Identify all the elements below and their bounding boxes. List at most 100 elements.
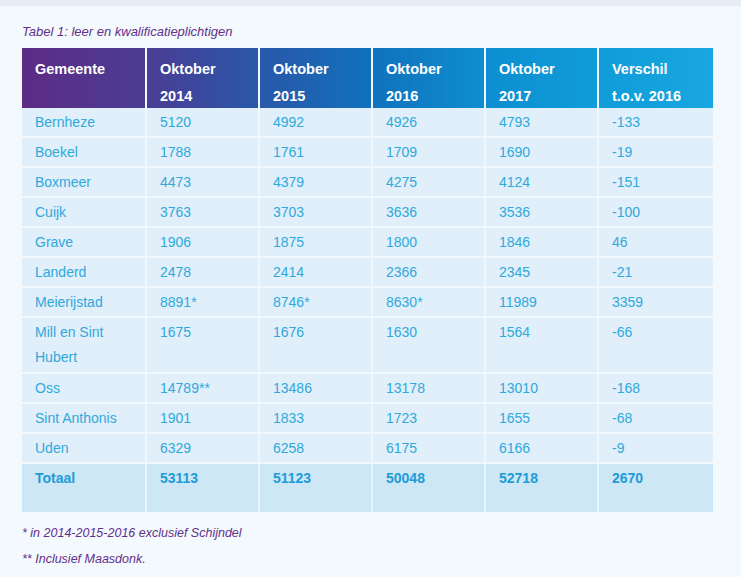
value-cell: 1761 xyxy=(258,138,371,166)
value-cell: 4793 xyxy=(484,108,597,136)
value-cell: 2414 xyxy=(258,258,371,286)
value-cell: -66 xyxy=(597,318,713,372)
value-cell: -133 xyxy=(597,108,713,136)
value-cell: 4926 xyxy=(371,108,484,136)
value-cell: -21 xyxy=(597,258,713,286)
column-header-oktober-2017: Oktober 2017 xyxy=(484,48,597,108)
value-cell: 4124 xyxy=(484,168,597,196)
page: Tabel 1: leer en kwalificatieplichtigen … xyxy=(0,0,741,566)
value-cell: 4473 xyxy=(145,168,258,196)
top-strip xyxy=(0,0,741,6)
header-line: 2014 xyxy=(160,83,258,110)
table-row-cuijk: Cuijk 3763 3703 3636 3536 -100 xyxy=(22,198,713,228)
value-cell: 1833 xyxy=(258,404,371,432)
table-header-row: Gemeente Oktober 2014 Oktober 2015 Oktob… xyxy=(22,48,713,108)
value-cell: 1875 xyxy=(258,228,371,256)
value-cell: 4275 xyxy=(371,168,484,196)
value-cell: 14789** xyxy=(145,374,258,402)
header-line: Verschil xyxy=(612,56,713,83)
value-cell: 1564 xyxy=(484,318,597,372)
value-cell: 13486 xyxy=(258,374,371,402)
value-cell: 1630 xyxy=(371,318,484,372)
value-cell: 3536 xyxy=(484,198,597,226)
value-cell: 6166 xyxy=(484,434,597,462)
value-cell: -151 xyxy=(597,168,713,196)
header-line: t.o.v. 2016 xyxy=(612,83,713,110)
value-cell: -68 xyxy=(597,404,713,432)
value-cell: 2478 xyxy=(145,258,258,286)
gemeente-cell: Cuijk xyxy=(22,198,145,226)
table-row-oss: Oss 14789** 13486 13178 13010 -168 xyxy=(22,374,713,404)
footnote-maasdonk: ** Inclusief Maasdonk. xyxy=(22,552,741,566)
header-line: Oktober xyxy=(160,56,258,83)
value-cell: 1675 xyxy=(145,318,258,372)
value-cell: 4992 xyxy=(258,108,371,136)
data-table: Gemeente Oktober 2014 Oktober 2015 Oktob… xyxy=(22,48,713,512)
value-cell: 1709 xyxy=(371,138,484,166)
value-cell: 51123 xyxy=(258,464,371,512)
gemeente-cell: Grave xyxy=(22,228,145,256)
value-cell: 1723 xyxy=(371,404,484,432)
gemeente-cell: Boekel xyxy=(22,138,145,166)
value-cell: 13010 xyxy=(484,374,597,402)
value-cell: 3703 xyxy=(258,198,371,226)
footnote-schijndel: * in 2014-2015-2016 exclusief Schijndel xyxy=(22,526,741,540)
table-row-uden: Uden 6329 6258 6175 6166 -9 xyxy=(22,434,713,464)
table-row-boxmeer: Boxmeer 4473 4379 4275 4124 -151 xyxy=(22,168,713,198)
gemeente-cell: Landerd xyxy=(22,258,145,286)
value-cell: 11989 xyxy=(484,288,597,316)
value-cell: 8746* xyxy=(258,288,371,316)
value-cell: 3763 xyxy=(145,198,258,226)
header-line: 2017 xyxy=(499,83,597,110)
value-cell: 6329 xyxy=(145,434,258,462)
value-cell: 1846 xyxy=(484,228,597,256)
value-cell: -100 xyxy=(597,198,713,226)
value-cell: 50048 xyxy=(371,464,484,512)
value-cell: 3359 xyxy=(597,288,713,316)
table-row-bernheze: Bernheze 5120 4992 4926 4793 -133 xyxy=(22,108,713,138)
gemeente-cell: Boxmeer xyxy=(22,168,145,196)
header-line: Oktober xyxy=(273,56,371,83)
value-cell: 6175 xyxy=(371,434,484,462)
table-row-mill-en-sint-hubert: Mill en Sint Hubert 1675 1676 1630 1564 … xyxy=(22,318,713,374)
table-caption: Tabel 1: leer en kwalificatieplichtigen xyxy=(22,24,741,39)
value-cell: -9 xyxy=(597,434,713,462)
header-line: 2016 xyxy=(386,83,484,110)
value-cell: 4379 xyxy=(258,168,371,196)
header-line: Oktober xyxy=(386,56,484,83)
gemeente-cell: Oss xyxy=(22,374,145,402)
table-row-sint-anthonis: Sint Anthonis 1901 1833 1723 1655 -68 xyxy=(22,404,713,434)
column-header-oktober-2014: Oktober 2014 xyxy=(145,48,258,108)
value-cell: 1906 xyxy=(145,228,258,256)
gemeente-cell: Bernheze xyxy=(22,108,145,136)
value-cell: 8891* xyxy=(145,288,258,316)
value-cell: 2366 xyxy=(371,258,484,286)
gemeente-cell: Sint Anthonis xyxy=(22,404,145,432)
table-row-landerd: Landerd 2478 2414 2366 2345 -21 xyxy=(22,258,713,288)
value-cell: 2670 xyxy=(597,464,713,512)
column-header-oktober-2015: Oktober 2015 xyxy=(258,48,371,108)
value-cell: 1788 xyxy=(145,138,258,166)
value-cell: 46 xyxy=(597,228,713,256)
value-cell: 52718 xyxy=(484,464,597,512)
value-cell: 1901 xyxy=(145,404,258,432)
value-cell: 13178 xyxy=(371,374,484,402)
header-line: Oktober xyxy=(499,56,597,83)
gemeente-cell: Meierijstad xyxy=(22,288,145,316)
table-row-grave: Grave 1906 1875 1800 1846 46 xyxy=(22,228,713,258)
column-header-oktober-2016: Oktober 2016 xyxy=(371,48,484,108)
value-cell: 2345 xyxy=(484,258,597,286)
value-cell: 1655 xyxy=(484,404,597,432)
gemeente-cell: Uden xyxy=(22,434,145,462)
column-header-verschil: Verschil t.o.v. 2016 xyxy=(597,48,713,108)
value-cell: 5120 xyxy=(145,108,258,136)
value-cell: 1690 xyxy=(484,138,597,166)
value-cell: 3636 xyxy=(371,198,484,226)
table-row-boekel: Boekel 1788 1761 1709 1690 -19 xyxy=(22,138,713,168)
table-row-totaal: Totaal 53113 51123 50048 52718 2670 xyxy=(22,464,713,512)
header-line: 2015 xyxy=(273,83,371,110)
header-line: Gemeente xyxy=(35,56,145,83)
gemeente-cell: Mill en Sint Hubert xyxy=(22,318,145,372)
value-cell: 6258 xyxy=(258,434,371,462)
gemeente-cell: Totaal xyxy=(22,464,145,512)
